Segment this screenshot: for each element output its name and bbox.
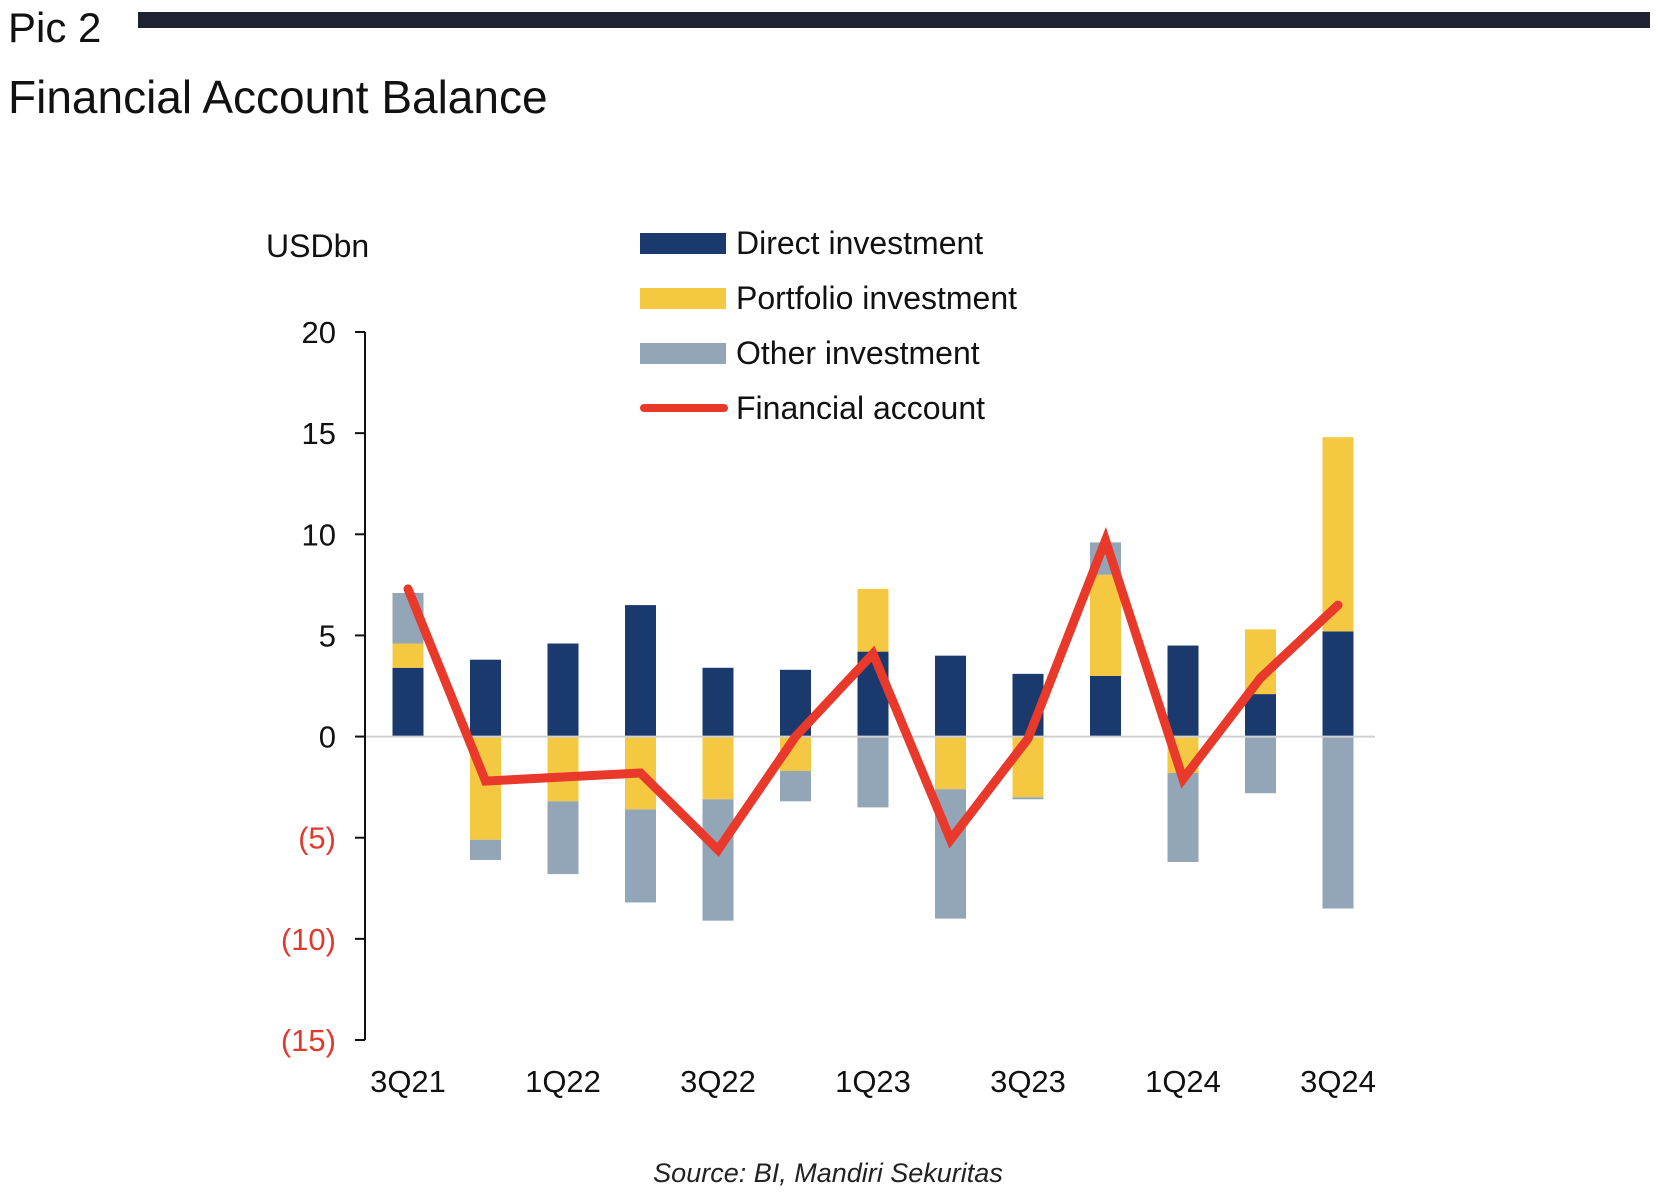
bar-other-investment (857, 736, 889, 808)
x-tick-label: 1Q22 (525, 1064, 601, 1099)
y-tick-label: 0 (319, 720, 336, 755)
bar-direct-investment (1322, 631, 1354, 737)
bar-direct-investment (547, 643, 579, 737)
bar-other-investment (702, 799, 734, 921)
bar-direct-investment (392, 667, 424, 737)
bar-portfolio-investment (392, 643, 424, 668)
legend-other-investment-label: Other investment (736, 335, 980, 371)
bar-direct-investment (1245, 694, 1276, 737)
bar-other-investment (1245, 736, 1276, 794)
legend-portfolio-investment-label: Portfolio investment (736, 280, 1017, 316)
header-rule (138, 12, 1650, 28)
bar-other-investment (1322, 736, 1354, 909)
x-tick-label: 1Q24 (1145, 1064, 1221, 1099)
financial-account-chart: 20 15 10 5 0 (5) (10) (15) 3Q21 1Q22 3Q22 1Q23 3Q23… (266, 225, 1376, 1099)
bar-direct-investment (625, 605, 656, 737)
bar-portfolio-investment (702, 736, 734, 800)
bar-direct-investment (702, 667, 734, 737)
bar-direct-investment (1167, 645, 1199, 737)
y-axis-unit-label: USDbn (266, 228, 369, 264)
bar-portfolio-investment (1322, 437, 1354, 632)
legend-financial-account-label: Financial account (736, 390, 985, 426)
y-tick-label: (15) (281, 1023, 336, 1058)
y-tick-label: (10) (281, 922, 336, 957)
chart-title: Financial Account Balance (8, 71, 548, 123)
bar-portfolio-investment (1090, 574, 1121, 676)
y-tick-label: 10 (302, 517, 336, 552)
y-tick-label: 15 (302, 416, 336, 451)
x-tick-label: 3Q24 (1300, 1064, 1376, 1099)
x-tick-label: 1Q23 (835, 1064, 911, 1099)
bar-direct-investment (935, 655, 966, 737)
bar-other-investment (780, 770, 811, 802)
bar-portfolio-investment (857, 588, 889, 652)
legend-other-investment-swatch (640, 343, 726, 364)
y-tick-label: 5 (319, 618, 336, 653)
legend-direct-investment-label: Direct investment (736, 225, 983, 261)
x-tick-label: 3Q22 (680, 1064, 756, 1099)
bar-other-investment (625, 809, 656, 903)
y-tick-label: (5) (298, 821, 336, 856)
bar-other-investment (547, 801, 579, 875)
y-tick-label: 20 (302, 315, 336, 350)
legend-direct-investment-swatch (640, 233, 726, 254)
source-note: Source: BI, Mandiri Sekuritas (653, 1158, 1003, 1188)
bar-direct-investment (1090, 675, 1121, 737)
pic-label: Pic 2 (8, 4, 102, 51)
legend-portfolio-investment-swatch (640, 288, 726, 309)
legend: Direct investment Portfolio investment Oth… (640, 225, 1017, 426)
bar-other-investment (470, 839, 501, 860)
x-tick-label: 3Q23 (990, 1064, 1066, 1099)
bar-portfolio-investment (935, 736, 966, 790)
bar-other-investment (1012, 797, 1044, 800)
bar-other-investment (1167, 772, 1199, 862)
bar-portfolio-investment (547, 736, 579, 802)
bar-direct-investment (470, 659, 501, 737)
series-line-financial-account (403, 526, 1343, 857)
x-tick-label: 3Q21 (370, 1064, 446, 1099)
